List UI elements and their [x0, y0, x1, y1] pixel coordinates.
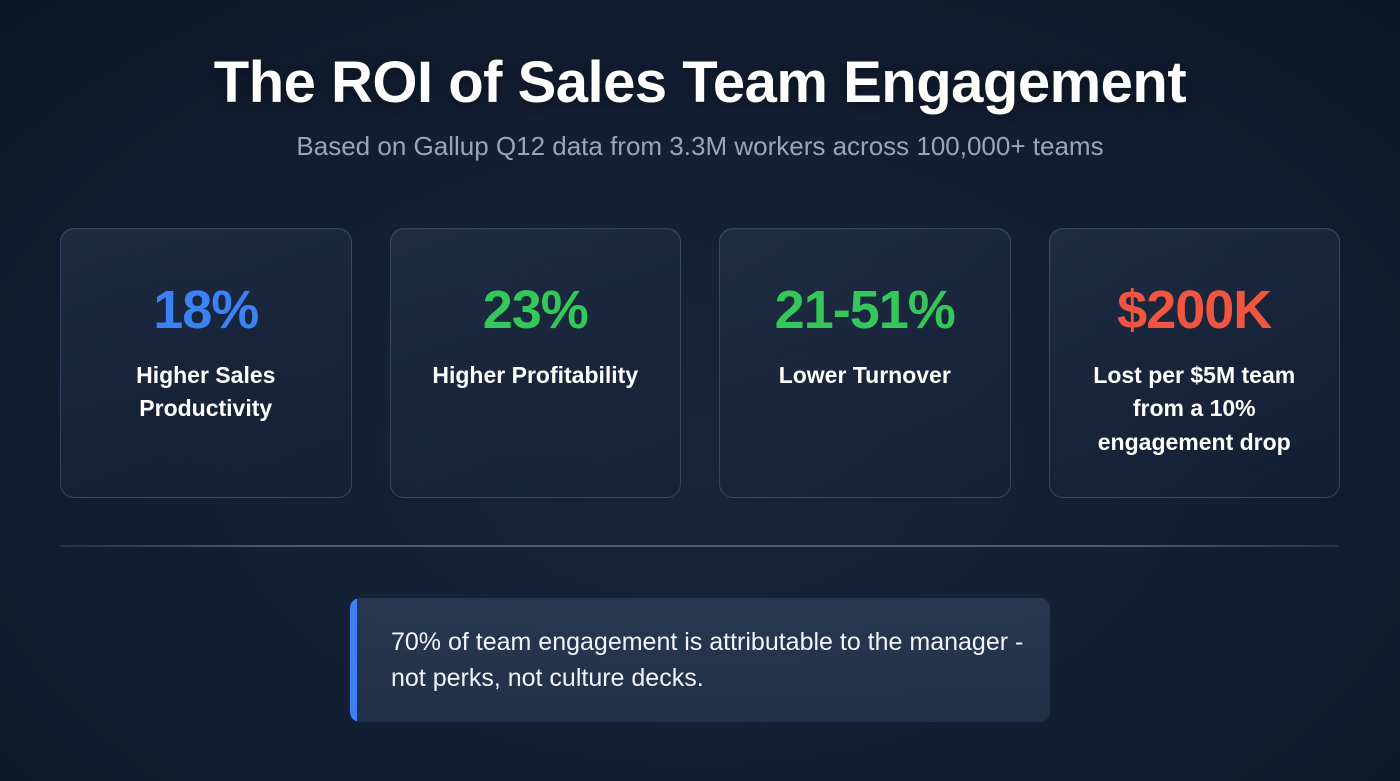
stat-value: $200K — [1117, 280, 1272, 340]
stat-label: Lower Turnover — [778, 362, 951, 388]
stat-label: Lost per $5M team from a 10% engagement … — [1093, 362, 1296, 455]
stat-value: 18% — [153, 280, 259, 340]
page-title: The ROI of Sales Team Engagement — [213, 50, 1187, 115]
stat-label: Higher Sales Productivity — [136, 362, 276, 422]
header: The ROI of Sales Team Engagement Based o… — [0, 52, 1400, 163]
callout-quote-box: 70% of team engagement is attributable t… — [350, 598, 1050, 722]
stat-card-lost-per-5m-team: $200K Lost per $5M team from a 10% engag… — [1048, 228, 1340, 498]
stat-card-higher-profitability: 23% Higher Profitability — [389, 228, 681, 498]
stat-card-grid: 18% Higher Sales Productivity 23% Higher… — [60, 228, 1340, 498]
page-subtitle: Based on Gallup Q12 data from 3.3M worke… — [296, 131, 1104, 162]
callout-accent-bar — [350, 598, 357, 722]
callout-body: 70% of team engagement is attributable t… — [357, 598, 1050, 722]
section-divider — [60, 545, 1338, 547]
stat-value: 23% — [482, 280, 589, 340]
stat-card-higher-sales-productivity: 18% Higher Sales Productivity — [60, 228, 352, 498]
stat-value: 21-51% — [774, 280, 956, 340]
stat-card-lower-turnover: 21-51% Lower Turnover — [719, 228, 1011, 498]
stat-label: Higher Profitability — [432, 362, 639, 388]
callout-text: 70% of team engagement is attributable t… — [391, 627, 1024, 692]
